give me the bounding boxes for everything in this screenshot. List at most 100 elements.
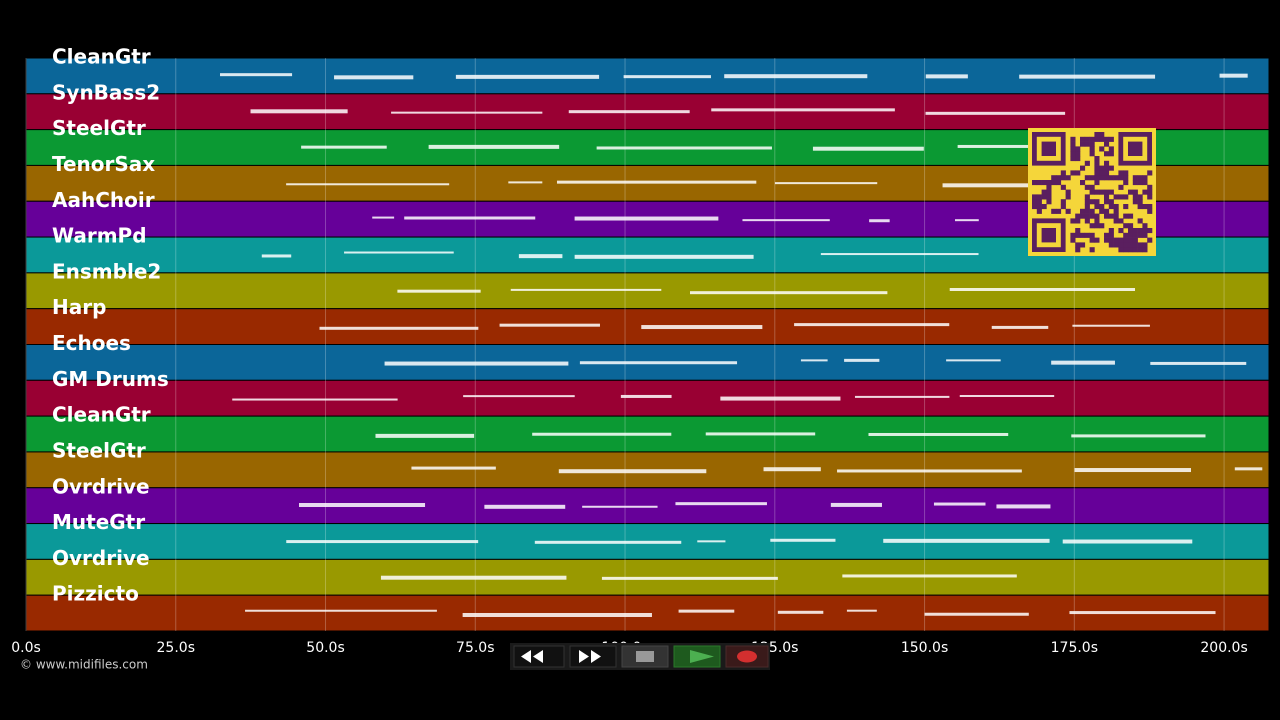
note: [711, 108, 895, 112]
qr-module: [1108, 232, 1114, 238]
qr-finder: [1041, 141, 1056, 156]
qr-module: [1132, 247, 1138, 253]
qr-module: [1118, 237, 1124, 243]
qr-module: [1094, 213, 1100, 219]
qr-module: [1108, 242, 1114, 248]
qr-module: [1080, 213, 1086, 219]
qr-module: [1094, 136, 1100, 142]
note: [301, 145, 387, 149]
time-tick-label: 75.0s: [456, 640, 494, 656]
qr-module: [1137, 247, 1143, 253]
qr-module: [1032, 194, 1038, 200]
qr-module: [1084, 213, 1090, 219]
rewind-button[interactable]: [513, 645, 565, 668]
stop-button[interactable]: [621, 645, 669, 668]
note: [869, 219, 890, 223]
qr-module: [1128, 237, 1134, 243]
note: [842, 574, 1017, 578]
note: [949, 287, 1136, 291]
note: [510, 288, 662, 291]
qr-code: [1028, 128, 1156, 256]
play-button[interactable]: [673, 645, 721, 668]
record-button[interactable]: [725, 645, 769, 668]
note: [428, 144, 560, 149]
qr-module: [1051, 208, 1057, 214]
qr-module: [1094, 170, 1100, 176]
note: [675, 502, 767, 506]
note: [1072, 324, 1150, 327]
qr-module: [1142, 204, 1148, 210]
qr-module: [1118, 247, 1124, 253]
note: [250, 109, 348, 114]
qr-finder: [1041, 228, 1056, 243]
note: [883, 538, 1050, 543]
qr-module: [1118, 170, 1124, 176]
qr-module: [1075, 232, 1081, 238]
qr-module: [1118, 175, 1124, 181]
qr-module: [1084, 160, 1090, 166]
qr-module: [1123, 237, 1129, 243]
note: [601, 576, 778, 580]
note: [777, 610, 824, 614]
qr-module: [1113, 237, 1119, 243]
qr-module: [1075, 151, 1081, 157]
qr-module: [1084, 218, 1090, 224]
qr-module: [1142, 180, 1148, 186]
track-labels: CleanGtr SynBass2 SteelGtr TenorSax AahChoir…: [52, 45, 169, 606]
note: [556, 180, 757, 184]
qr-module: [1137, 194, 1143, 200]
note: [800, 359, 828, 362]
qr-module: [1036, 199, 1042, 205]
time-tick-label: 150.0s: [901, 640, 948, 656]
note: [742, 219, 830, 222]
qr-module: [1041, 194, 1047, 200]
qr-module: [1089, 184, 1095, 190]
qr-module: [1075, 156, 1081, 162]
fast-forward-button[interactable]: [569, 645, 617, 668]
note: [220, 73, 293, 77]
qr-module: [1099, 132, 1105, 138]
qr-module: [1032, 199, 1038, 205]
qr-module: [1084, 204, 1090, 210]
track-name: Ovrdrive: [52, 546, 150, 570]
note: [568, 110, 690, 114]
note: [261, 254, 292, 258]
qr-module: [1132, 199, 1138, 205]
qr-module: [1108, 146, 1114, 152]
qr-module: [1147, 228, 1153, 234]
qr-module: [1113, 242, 1119, 248]
qr-module: [1137, 204, 1143, 210]
qr-module: [1137, 175, 1143, 181]
track-name: SteelGtr: [52, 438, 146, 462]
note: [1069, 611, 1216, 615]
note: [1019, 74, 1156, 79]
qr-module: [1046, 189, 1052, 195]
qr-module: [1080, 141, 1086, 147]
qr-module: [1113, 175, 1119, 181]
qr-module: [1094, 237, 1100, 243]
qr-module: [1104, 170, 1110, 176]
note: [925, 74, 968, 79]
note: [820, 253, 979, 256]
qr-module: [1147, 194, 1153, 200]
qr-module: [1118, 242, 1124, 248]
note: [508, 181, 543, 184]
qr-module: [1036, 208, 1042, 214]
time-tick-label: 0.0s: [11, 640, 41, 656]
qr-module: [1036, 194, 1042, 200]
qr-module: [1123, 204, 1129, 210]
track-name: Ensmble2: [52, 259, 161, 283]
qr-module: [1046, 194, 1052, 200]
qr-module: [1113, 213, 1119, 219]
note: [404, 216, 536, 220]
qr-module: [1041, 204, 1047, 210]
qr-module: [1089, 223, 1095, 229]
note: [286, 183, 450, 186]
qr-module: [1108, 136, 1114, 142]
note: [954, 219, 979, 222]
qr-module: [1065, 189, 1071, 195]
qr-module: [1118, 184, 1124, 190]
note: [837, 469, 1022, 473]
track-name: CleanGtr: [52, 45, 151, 69]
qr-module: [1099, 146, 1105, 152]
